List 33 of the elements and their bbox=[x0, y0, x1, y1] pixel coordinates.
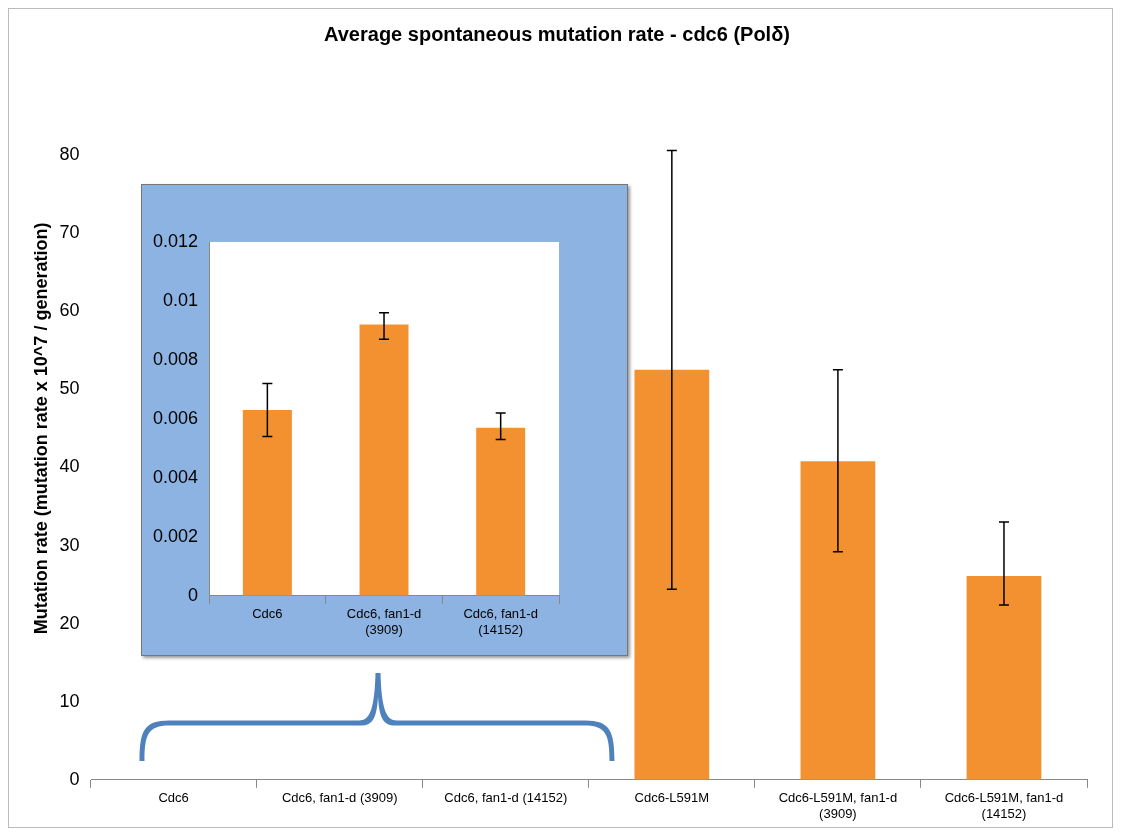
y-tick-label: 70 bbox=[59, 222, 80, 243]
x-tick-label: Cdc6 bbox=[158, 790, 189, 806]
y-tick-label: 30 bbox=[59, 534, 80, 555]
x-tick-label: Cdc6, fan1-d (3909) bbox=[346, 606, 422, 637]
x-tick-label: Cdc6-L591M, fan1-d (3909) bbox=[778, 790, 898, 821]
y-tick-label: 0.002 bbox=[153, 525, 199, 546]
bar bbox=[476, 427, 526, 596]
y-tick-label: 0.012 bbox=[153, 230, 199, 251]
bar bbox=[242, 410, 292, 596]
y-tick-label: 40 bbox=[59, 456, 80, 477]
y-tick-label: 0.01 bbox=[163, 289, 199, 310]
x-tick-label: Cdc6, fan1-d (14152) bbox=[444, 790, 568, 806]
y-tick-label: 0 bbox=[188, 584, 199, 605]
bar bbox=[634, 369, 710, 780]
x-tick-label: Cdc6-L591M bbox=[634, 790, 710, 806]
y-tick-label: 0 bbox=[69, 768, 80, 789]
y-tick-label: 20 bbox=[59, 612, 80, 633]
y-tick-label: 0.006 bbox=[153, 407, 199, 428]
chart-title: Average spontaneous mutation rate - cdc6 (Polδ) bbox=[324, 22, 790, 45]
bar bbox=[800, 461, 876, 780]
y-tick-label: 10 bbox=[59, 690, 80, 711]
x-tick-label: Cdc6-L591M, fan1-d (14152) bbox=[944, 790, 1064, 821]
y-axis-title: Mutation rate (mutation rate x 10^7 / generation) bbox=[30, 222, 51, 635]
y-tick-label: 0.004 bbox=[153, 466, 199, 487]
y-tick-label: 60 bbox=[59, 300, 80, 321]
bar bbox=[359, 324, 409, 596]
x-tick-label: Cdc6 bbox=[252, 606, 283, 622]
y-tick-label: 0.008 bbox=[153, 348, 199, 369]
x-tick-label: Cdc6, fan1-d (3909) bbox=[281, 790, 398, 806]
y-tick-label: 50 bbox=[59, 378, 80, 399]
bar bbox=[966, 575, 1042, 780]
y-tick-label: 80 bbox=[59, 144, 80, 165]
x-tick-label: Cdc6, fan1-d (14152) bbox=[463, 606, 538, 637]
